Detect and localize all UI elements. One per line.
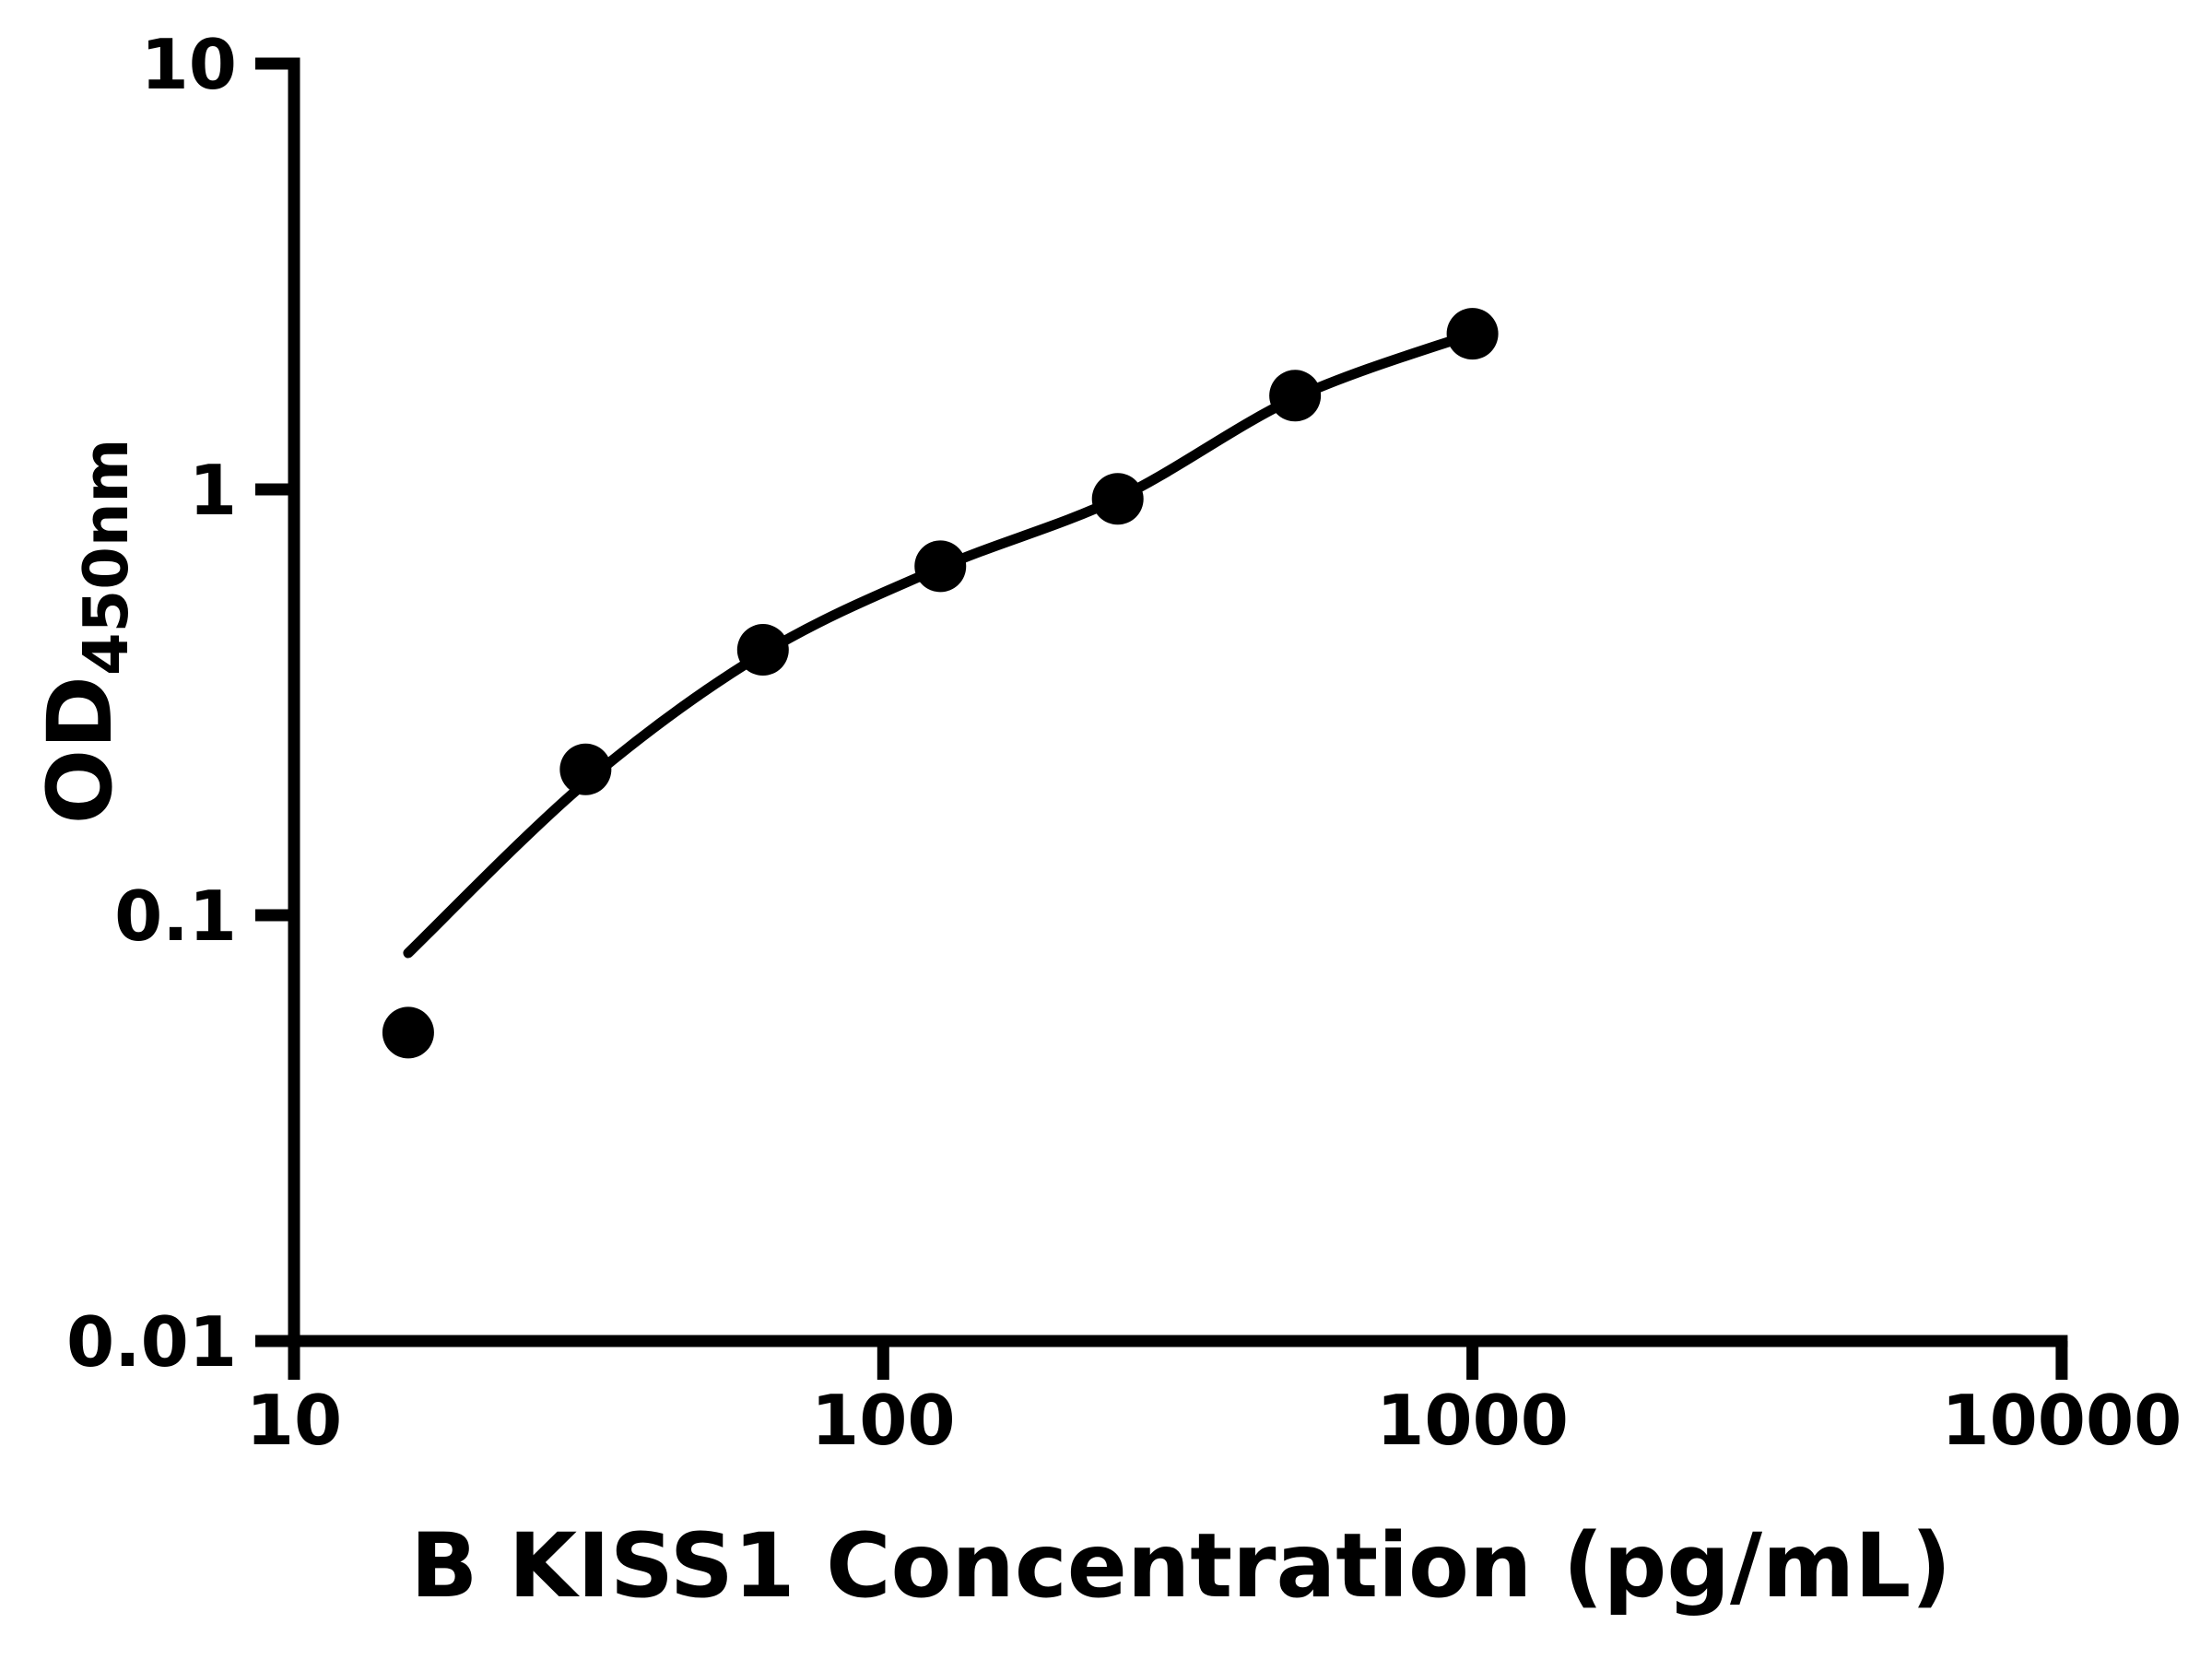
data-point xyxy=(914,540,967,593)
y-tick-label: 0.01 xyxy=(66,1301,237,1382)
x-axis-label: B KISS1 Concentration (pg/mL) xyxy=(410,1514,1951,1618)
data-points-layer xyxy=(382,308,1499,1059)
y-axis-label-subscript: 450nm xyxy=(70,439,142,676)
fit-curve-layer xyxy=(403,328,1478,959)
y-tick-label: 10 xyxy=(141,24,237,105)
x-tick-label: 1000 xyxy=(1376,1380,1569,1461)
axes-layer xyxy=(255,57,2068,1380)
data-point xyxy=(1269,370,1322,422)
data-point xyxy=(1446,308,1499,360)
x-tick-label: 10 xyxy=(246,1380,342,1461)
x-tick-label: 10000 xyxy=(1941,1380,2182,1461)
fit-curve xyxy=(403,328,1478,959)
y-tick-label: 1 xyxy=(189,450,237,531)
x-tick-label: 100 xyxy=(811,1380,956,1461)
data-point xyxy=(559,743,612,795)
axis-spines xyxy=(288,57,2068,1347)
labels-layer: 10 100 1000 10000 0.01 0.1 1 10 B KISS1 Concentr… xyxy=(29,24,2182,1618)
data-point xyxy=(382,1006,434,1059)
y-axis-label: OD450nm xyxy=(29,439,142,825)
y-tick-label: 0.1 xyxy=(114,876,237,957)
data-point xyxy=(1091,473,1144,525)
data-point xyxy=(736,624,789,677)
